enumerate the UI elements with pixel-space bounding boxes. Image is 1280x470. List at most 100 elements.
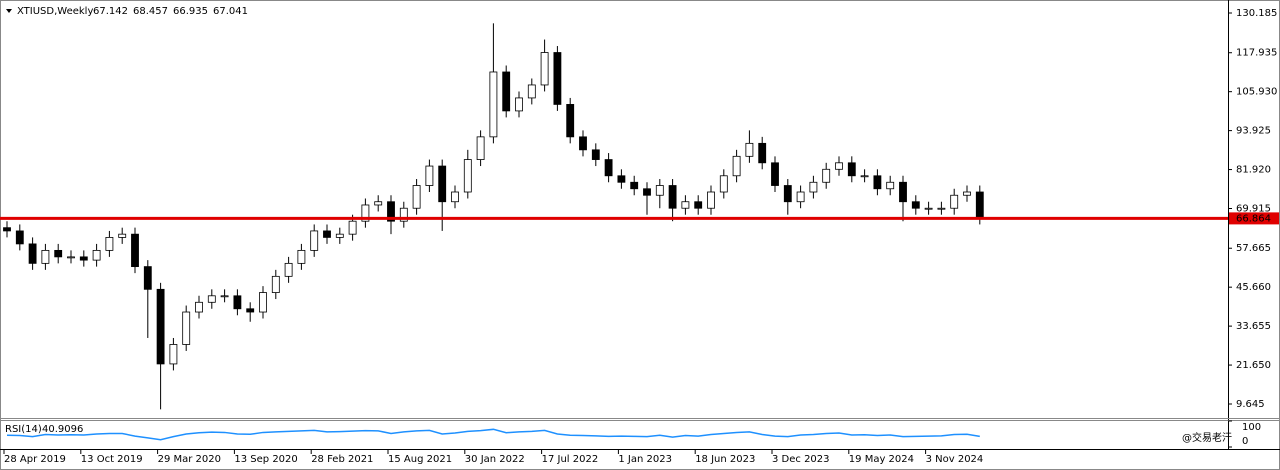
- candle-body: [540, 52, 549, 86]
- rsi-tick-label: 0: [1242, 436, 1248, 447]
- y-tick-label: 69.915: [1236, 203, 1271, 214]
- candle-body: [3, 227, 11, 232]
- candle-body: [476, 136, 485, 160]
- candle-body: [604, 159, 613, 177]
- candle-body: [515, 97, 523, 112]
- candle-body: [387, 201, 395, 222]
- candle-body: [67, 256, 75, 259]
- candle-body: [335, 233, 344, 238]
- candle-body: [899, 181, 907, 203]
- x-tick-label: 3 Nov 2024: [926, 454, 984, 465]
- candle-body: [220, 295, 229, 298]
- candle-body: [284, 262, 293, 277]
- candle-body: [233, 295, 242, 310]
- candle-body: [783, 185, 792, 203]
- x-tick-label: 17 Jul 2022: [542, 454, 599, 465]
- level-label: 66.864: [1236, 213, 1271, 224]
- candle-body: [591, 149, 600, 160]
- candle-body: [835, 162, 843, 170]
- candle-body: [566, 104, 575, 138]
- candle-body: [924, 207, 933, 210]
- y-tick-label: 105.930: [1236, 87, 1277, 98]
- candle-body: [579, 136, 587, 151]
- rsi-line: [6, 428, 980, 441]
- candle-body: [451, 191, 459, 203]
- candle-body: [399, 207, 408, 222]
- candle-body: [131, 233, 139, 268]
- candle-body: [860, 175, 869, 178]
- candle-body: [156, 288, 165, 365]
- x-tick-label: 1 Jan 2023: [618, 454, 672, 465]
- candle-body: [195, 301, 203, 313]
- candle-body: [796, 191, 805, 203]
- candle-body: [745, 142, 754, 157]
- x-tick-label: 13 Oct 2019: [81, 454, 143, 465]
- x-tick-label: 30 Jan 2022: [465, 454, 525, 465]
- x-tick-label: 28 Apr 2019: [4, 454, 66, 465]
- candle-body: [182, 311, 191, 345]
- candle-body: [425, 165, 434, 186]
- candle-body: [822, 168, 831, 183]
- candle-body: [412, 185, 421, 209]
- candle-body: [54, 249, 63, 258]
- candle-body: [361, 204, 370, 222]
- candle-body: [975, 191, 984, 219]
- candle-body: [207, 295, 216, 303]
- x-tick-label: 13 Sep 2020: [234, 454, 297, 465]
- candle-body: [886, 181, 895, 190]
- candle-body: [105, 237, 114, 251]
- header-value: 68.457: [133, 6, 168, 17]
- candle-body: [847, 162, 856, 177]
- candle-body: [719, 175, 728, 193]
- level-label-box: [1229, 212, 1279, 225]
- header-value: 67.142: [93, 6, 128, 17]
- x-tick-label: 19 May 2024: [849, 454, 914, 465]
- y-tick-label: 81.920: [1236, 165, 1271, 176]
- candle-body: [246, 308, 255, 313]
- candle-body: [28, 243, 37, 264]
- y-tick-label: 93.925: [1236, 126, 1271, 137]
- watermark: @交易老汗: [1182, 431, 1232, 444]
- candle-body: [758, 142, 767, 164]
- candle-body: [374, 201, 383, 206]
- x-tick-label: 18 Jun 2023: [695, 454, 755, 465]
- candle-body: [348, 220, 357, 235]
- candle-body: [463, 159, 472, 193]
- candle-body: [489, 71, 498, 138]
- candle-body: [15, 230, 24, 245]
- candle-body: [630, 181, 639, 190]
- candle-body: [169, 344, 178, 365]
- candle-body: [643, 188, 651, 196]
- candle-body: [527, 84, 536, 99]
- candle-body: [323, 230, 331, 238]
- candle-body: [438, 165, 447, 203]
- y-tick-label: 57.665: [1236, 243, 1271, 254]
- x-tick-label: 15 Aug 2021: [388, 454, 452, 465]
- y-tick-label: 130.185: [1236, 8, 1277, 19]
- candle-body: [707, 191, 715, 209]
- y-tick-label: 33.655: [1236, 321, 1271, 332]
- candle-body: [259, 292, 267, 313]
- y-tick-label: 9.645: [1236, 399, 1265, 410]
- candle-body: [41, 249, 50, 264]
- candle-body: [655, 185, 664, 196]
- candle-body: [809, 181, 818, 193]
- candle-body: [271, 275, 280, 293]
- collapse-arrow[interactable]: [6, 9, 12, 13]
- header-value: 66.935: [173, 6, 208, 17]
- candle-body: [118, 233, 127, 238]
- indicator-last: 40.9096: [42, 424, 83, 435]
- candle-body: [911, 201, 920, 209]
- candle-body: [92, 249, 101, 261]
- candle-body: [681, 201, 690, 209]
- candle-body: [950, 194, 959, 209]
- candle-body: [79, 256, 88, 261]
- y-tick-label: 21.650: [1236, 360, 1271, 371]
- x-tick-label: 3 Dec 2023: [772, 454, 830, 465]
- candle-body: [310, 230, 319, 251]
- candle-body: [553, 52, 562, 105]
- candle-body: [771, 162, 779, 186]
- chart-title: XTIUSD,Weekly: [17, 6, 93, 17]
